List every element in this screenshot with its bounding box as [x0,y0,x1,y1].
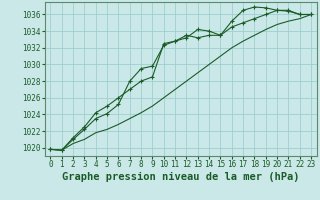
X-axis label: Graphe pression niveau de la mer (hPa): Graphe pression niveau de la mer (hPa) [62,172,300,182]
